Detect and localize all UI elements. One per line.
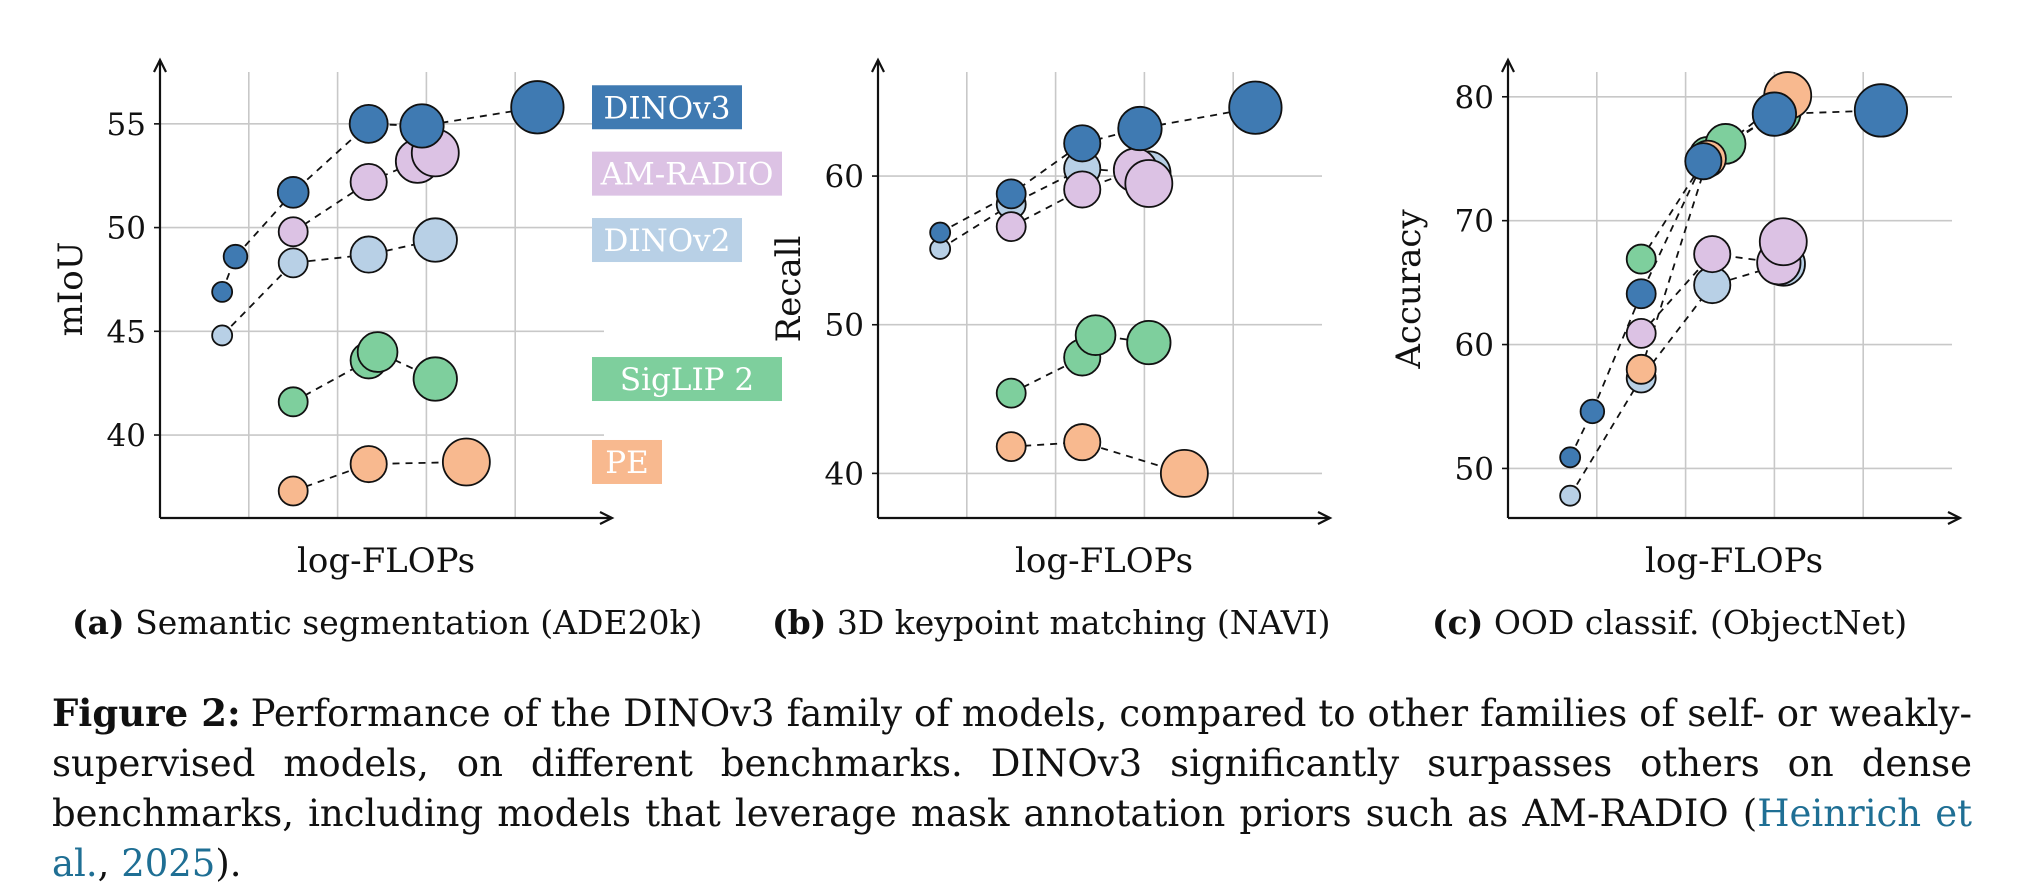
chart-a-legend-dinov3-box (592, 85, 742, 130)
chart-c-dinov3-point-3 (1684, 142, 1723, 181)
chart-c-dinov2-line (1569, 263, 1784, 497)
chart-a-legend-pe-box (592, 439, 662, 484)
subcaption-c-label: (c) (1432, 603, 1484, 642)
figure-caption: Figure 2: Performance of the DINOv3 famil… (52, 688, 1972, 889)
chart-c-siglip-2-point-0 (1625, 243, 1657, 275)
subcaption-c-text: OOD classif. (ObjectNet) (1493, 603, 1908, 642)
chart-c-pe-point-0 (1625, 353, 1657, 385)
chart-c-dinov3-point-1 (1579, 398, 1606, 425)
chart-b-siglip-2-point-3 (1126, 319, 1172, 366)
chart-a-legend-dinov2-box (592, 218, 742, 263)
chart-c-ylabel: Accuracy (1389, 209, 1429, 370)
chart-b-pe-point-0 (995, 431, 1027, 463)
chart-b-x-axis-arrow (1317, 511, 1333, 525)
chart-c-dinov2-point-0 (1559, 484, 1582, 507)
chart-a-legend-dinov2-label: DINOv2 (604, 223, 731, 259)
chart-b-siglip-2-point-2 (1074, 314, 1117, 356)
chart-b-ytick-label-1: 50 (825, 308, 864, 344)
chart-a-legend-pe-label: PE (605, 445, 649, 481)
chart-c-dinov3-point-0 (1559, 446, 1582, 469)
caption-text: Performance of the DINOv3 family of mode… (52, 692, 1972, 835)
chart-a-ytick-label-0: 40 (107, 418, 146, 454)
chart-b-am-radio-point-0 (995, 211, 1027, 243)
chart-a-dinov3-point-1 (222, 243, 249, 270)
chart-b-siglip-2-point-0 (995, 377, 1027, 409)
chart-c-am-radio-point-3 (1758, 217, 1808, 267)
chart-a-dinov3-point-0 (211, 280, 234, 303)
chart-b-dinov3-point-2 (1063, 124, 1102, 163)
chart-a-dinov2-point-1 (277, 247, 309, 279)
chart-b-y-axis-arrow (871, 57, 885, 73)
subcaption-b-label: (b) (772, 603, 827, 642)
chart-b-pe-point-2 (1159, 448, 1209, 498)
chart-c-x-axis-arrow (1947, 511, 1963, 525)
chart-c-am-radio-point-1 (1693, 235, 1732, 274)
chart-a-legend-am-radio-box (592, 151, 782, 196)
chart-b-pe-point-1 (1063, 423, 1102, 462)
figure: 40 45 50 55 log-FLOPs mIoU DINOv3 AM-RADIO DINOv… (51, 57, 1972, 885)
chart-c-dinov3-point-2 (1625, 278, 1657, 310)
charts-canvas: 40 45 50 55 log-FLOPs mIoU DINOv3 AM-RADIO DINOv… (51, 57, 1963, 581)
chart-a-am-radio-point-0 (277, 216, 309, 248)
chart-b-dinov3-point-4 (1228, 80, 1283, 135)
chart-a-pe-point-0 (277, 475, 309, 507)
chart-a-dinov2-point-0 (211, 324, 234, 347)
chart-c-dinov3-point-5 (1853, 83, 1909, 138)
chart-b-am-radio-point-1 (1063, 170, 1102, 209)
chart-a-ylabel: mIoU (51, 242, 91, 337)
chart-a-siglip-2-point-2 (356, 331, 399, 373)
chart-c-ytick-label-1: 60 (1455, 328, 1494, 364)
subcaption-a-label: (a) (72, 603, 125, 642)
chart-a-ytick-label-1: 45 (107, 314, 146, 350)
chart-a-dinov3-point-4 (399, 103, 445, 149)
caption-text-end: ). (215, 842, 242, 885)
chart-b-ytick-label-0: 40 (825, 456, 864, 492)
chart-a-dinov2-line (221, 239, 436, 337)
chart-a-dinov2-point-2 (349, 235, 388, 274)
chart-c-y-axis-arrow (1501, 57, 1515, 73)
chart-a-am-radio-point-1 (349, 162, 388, 201)
chart-a-dinov3-point-5 (510, 80, 565, 135)
subcaption-b-text: 3D keypoint matching (NAVI) (836, 603, 1331, 642)
chart-b-am-radio-point-3 (1124, 159, 1174, 208)
chart-b-ytick-label-2: 60 (825, 159, 864, 195)
chart-c-dinov3-point-4 (1751, 91, 1798, 137)
chart-b-dinov3-point-0 (929, 221, 952, 244)
chart-b-dinov3-point-3 (1117, 105, 1163, 152)
chart-c-am-radio-point-0 (1625, 318, 1657, 349)
chart-a-siglip-2-point-3 (412, 356, 458, 402)
chart-c-ytick-label-2: 70 (1455, 204, 1494, 240)
chart-a-x-axis-arrow (599, 511, 615, 525)
subcaption-a-text: Semantic segmentation (ADE20k) (135, 603, 703, 642)
chart-a-dinov3-point-2 (276, 176, 310, 209)
subcaption-c: (c) OOD classif. (ObjectNet) (1432, 603, 1907, 642)
chart-a-am-radio-line (292, 152, 436, 233)
chart-b-dinov3-line (939, 106, 1256, 234)
chart-a-legend-am-radio-label: AM-RADIO (600, 157, 774, 193)
chart-a-ytick-label-3: 55 (107, 107, 146, 143)
chart-a-pe-point-1 (349, 445, 388, 484)
citation-separator: , (97, 842, 122, 885)
chart-a-legend-dinov3-label: DINOv3 (604, 90, 731, 126)
chart-b-ylabel: Recall (769, 236, 809, 343)
citation-year-link[interactable]: 2025 (121, 842, 216, 885)
chart-a-xlabel: log-FLOPs (297, 541, 475, 581)
subcaption-b: (b) 3D keypoint matching (NAVI) (772, 603, 1331, 642)
chart-a-ytick-label-2: 50 (107, 211, 146, 247)
chart-a-legend-siglip-2-label: SigLIP 2 (620, 362, 754, 398)
chart-c-xlabel: log-FLOPs (1645, 541, 1823, 581)
chart-a-siglip-2-point-0 (277, 386, 309, 418)
caption-label: Figure 2: (52, 691, 241, 735)
chart-c-ytick-label-3: 80 (1455, 80, 1494, 116)
chart-b-dinov3-point-1 (995, 178, 1027, 210)
subcaption-a: (a) Semantic segmentation (ADE20k) (72, 603, 702, 642)
chart-a-dinov3-point-3 (348, 103, 389, 144)
chart-a-y-axis-arrow (153, 57, 167, 73)
chart-a-pe-point-2 (441, 437, 491, 487)
chart-a-legend-siglip-2-box (592, 357, 782, 402)
chart-a-dinov2-point-3 (412, 217, 458, 263)
chart-b-xlabel: log-FLOPs (1015, 541, 1193, 581)
chart-c-ytick-label-0: 50 (1455, 451, 1494, 487)
